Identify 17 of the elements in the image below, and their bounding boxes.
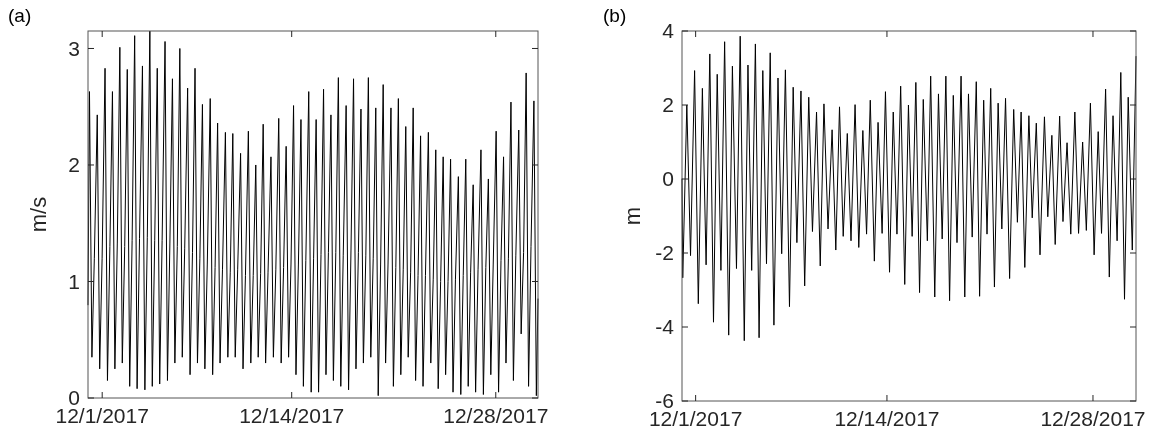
y-tick-label: 0 <box>662 167 674 191</box>
chart-title: (a) <box>8 5 32 26</box>
line-series <box>681 35 1137 342</box>
x-tick-label: 12/28/2017 <box>443 404 549 427</box>
x-tick-label: 12/14/2017 <box>239 404 345 427</box>
y-tick-label: 4 <box>662 19 675 43</box>
y-axis-title: m/s <box>26 196 51 233</box>
y-tick-label: -2 <box>655 241 674 265</box>
chart-title: (b) <box>603 5 627 26</box>
y-tick-label: 1 <box>68 269 80 293</box>
y-tick-label: -4 <box>655 315 675 339</box>
y-tick-label: 3 <box>68 36 80 60</box>
x-tick-label: 12/28/2017 <box>1040 407 1146 430</box>
x-tick-label: 12/14/2017 <box>834 407 940 430</box>
y-tick-label: 2 <box>662 93 674 117</box>
y-tick-label: 2 <box>68 153 80 177</box>
y-axis-title: m <box>620 206 645 226</box>
